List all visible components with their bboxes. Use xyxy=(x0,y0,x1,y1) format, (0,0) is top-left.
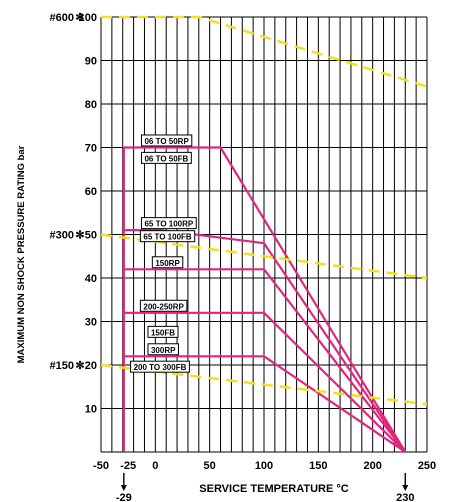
below-axis-marks: -29 230 xyxy=(116,473,414,502)
rating-curve-2 xyxy=(123,268,407,453)
class-star-icon: ✻ xyxy=(75,360,84,372)
y-tick-label: 10 xyxy=(85,404,97,416)
rating-label-box xyxy=(147,325,179,338)
rating-label-box xyxy=(139,230,196,243)
y-tick-label: 40 xyxy=(85,273,97,285)
x-tick-label: 50 xyxy=(204,460,216,472)
x-tick-label: 150 xyxy=(309,460,327,472)
x-tick-label: -25 xyxy=(120,460,136,472)
rating-curve-4 xyxy=(123,355,406,453)
x-tick-label: 100 xyxy=(255,460,273,472)
y-tick-label: 80 xyxy=(85,99,97,111)
rating-label: 300RP xyxy=(151,346,176,355)
rating-label-box xyxy=(147,343,179,356)
x-axis-title: SERVICE TEMPERATURE °C xyxy=(199,483,349,495)
below-axis-mark-label: -29 xyxy=(116,492,132,502)
rating-label-box xyxy=(140,151,192,164)
x-tick-label: 0 xyxy=(152,460,158,472)
x-tick-label: 200 xyxy=(363,460,381,472)
rating-label: 06 TO 50RP xyxy=(144,137,189,146)
x-tick-label: 250 xyxy=(418,460,436,472)
arrow-head-icon xyxy=(120,485,127,491)
class-labels: #600 ✻#300 ✻#150 ✻ xyxy=(50,12,85,372)
rating-label: 65 TO 100RP xyxy=(144,220,193,229)
rating-label-box xyxy=(140,134,193,147)
rating-label-box xyxy=(130,360,190,373)
rating-label: 65 TO 100FB xyxy=(143,233,192,242)
class-label: #150 xyxy=(50,360,74,372)
class-limit-line-5 xyxy=(101,15,428,88)
class-label: #600 xyxy=(50,12,74,24)
class-star-icon: ✻ xyxy=(75,12,84,24)
y-tick-label: 50 xyxy=(85,230,97,242)
rating-label-box xyxy=(139,299,188,312)
rating-label: 150RP xyxy=(155,259,180,268)
x-tick-label: -50 xyxy=(93,460,109,472)
class-label: #300 xyxy=(50,230,74,242)
below-axis-mark-label: 230 xyxy=(396,492,414,502)
rating-label: 06 TO 50FB xyxy=(144,154,188,163)
y-tick-label: 20 xyxy=(85,360,97,372)
tick-labels: 10 20 30 40 50 60 70 80 90 100 -50 -25 0 50 100 150 200 2… xyxy=(79,12,437,472)
y-tick-label: 90 xyxy=(85,56,97,68)
y-tick-label: 60 xyxy=(85,186,97,198)
grid xyxy=(100,16,428,453)
y-tick-label: 100 xyxy=(79,12,97,24)
arrow-head-icon xyxy=(402,485,409,491)
series-group xyxy=(100,15,428,453)
y-tick-label: 30 xyxy=(85,317,97,329)
y-tick-label: 70 xyxy=(85,143,97,155)
rating-curve-1 xyxy=(123,229,407,453)
rating-labels: 06 TO 50RP 06 TO 50FB 65 TO 100RP 65 TO 100… xyxy=(130,134,197,373)
rating-curve-0 xyxy=(122,146,407,453)
rating-curve-3 xyxy=(123,311,407,453)
rating-label: 200-250RP xyxy=(143,302,184,311)
rating-label-box xyxy=(140,217,197,230)
y-axis-title: MAXIMUM NON SHOCK PRESSURE RATING bar xyxy=(16,145,27,363)
rating-label-box xyxy=(151,256,184,269)
rating-label: 150FB xyxy=(151,328,175,337)
class-star-icon: ✻ xyxy=(75,230,84,242)
rating-label: 200 TO 300FB xyxy=(134,363,187,372)
